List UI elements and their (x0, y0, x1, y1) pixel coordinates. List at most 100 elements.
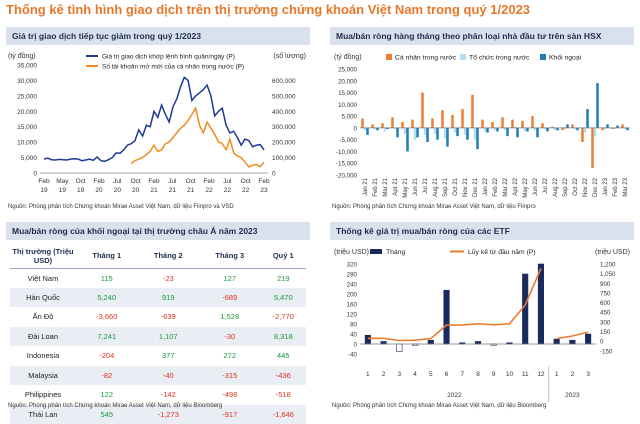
table-cell-market: Hàn Quốc (10, 288, 76, 308)
y-tick-right: 400,000 (272, 109, 296, 116)
bar (566, 124, 569, 128)
y-tick-left: 35,000 (17, 63, 37, 70)
x-tick: Jan 21 (363, 177, 369, 196)
bar (524, 128, 527, 132)
y-tick: -20,000 (336, 173, 358, 180)
bar (401, 122, 404, 128)
table-cell-market: Malaysia (10, 366, 76, 386)
table-cell-value: 445 (261, 346, 307, 366)
table-cell-market: Philippines (10, 385, 76, 405)
x-tick: Apr 22 (513, 177, 519, 195)
bar (606, 124, 609, 128)
x-tick: 3 (398, 371, 402, 378)
x-tick-year: 19 (77, 187, 85, 194)
bar (456, 128, 459, 136)
y-tick-left: 30,000 (17, 78, 37, 85)
table-cell-value: -82 (76, 366, 138, 386)
bar (504, 128, 507, 130)
x-tick-year: 23 (260, 187, 268, 194)
table-header-quarter1: Quý 1 (261, 244, 307, 268)
y-tick-left: 5,000 (21, 155, 38, 162)
table-cell-value: -436 (261, 366, 307, 386)
x-tick: Mar 22 (503, 177, 509, 196)
bar (531, 116, 534, 128)
table-cell-value: -315 (199, 366, 261, 386)
trading-value-source: Nguồn: Phòng phân tích Chứng khoán Mirae… (8, 204, 234, 210)
bar (454, 128, 457, 133)
table-cell-value: -30 (199, 327, 261, 347)
x-tick: 12 (537, 371, 545, 378)
trading-value-chart: (tỷ đồng)(số lượng)05,00010,00015,00020,… (6, 47, 310, 209)
table-cell-market: Đài Loan (10, 327, 76, 347)
x-tick-month: Oct (131, 178, 141, 185)
bar (431, 118, 434, 127)
bar (626, 128, 629, 130)
table-cell-value: 7,241 (76, 327, 138, 347)
y-axis-left-label: (triệu USD) (334, 249, 369, 256)
y-tick-left: 25,000 (17, 93, 37, 100)
bar (496, 128, 499, 132)
x-tick: Sep 22 (563, 177, 569, 197)
bar (554, 128, 557, 130)
table-cell-value: 8,318 (261, 327, 307, 347)
legend-label: Tổ chức trong nước (469, 54, 530, 62)
legend-swatch (460, 54, 466, 60)
table-cell-value: 127 (199, 268, 261, 288)
x-tick: 5 (429, 371, 433, 378)
table-header-month3: Tháng 3 (199, 244, 261, 268)
bar (361, 118, 364, 127)
year-label-2023: 2023 (565, 392, 580, 399)
etf-flows-source: Nguồn: Phòng phân tích Chứng khoán Mirae… (332, 403, 546, 409)
table-cell-value: 5,240 (76, 288, 138, 308)
x-tick: Oct 21 (453, 177, 459, 195)
x-tick-year: 21 (150, 187, 158, 194)
bar (581, 128, 584, 142)
bar (585, 334, 591, 344)
x-tick: Jan 22 (483, 177, 489, 196)
legend-label: Khối ngoại (549, 53, 582, 62)
table-cell-value: 122 (76, 385, 138, 405)
bar (365, 335, 371, 344)
etf-flows-chart: (triệu USD)(triệu USD)320280240200160120… (330, 242, 634, 404)
x-tick-month: Jul (168, 178, 177, 185)
table-cell-value: 5,470 (261, 288, 307, 308)
bar (404, 128, 407, 134)
x-tick: May 21 (403, 177, 409, 197)
table-cell-value: 1,107 (138, 327, 200, 347)
bar (484, 128, 487, 132)
bar (586, 109, 589, 128)
bar (506, 128, 509, 136)
legend-label: Số tài khoản mở mới của cá nhân trong nư… (102, 62, 244, 71)
bar (451, 115, 454, 128)
x-tick: 8 (476, 371, 480, 378)
bar (584, 128, 587, 133)
y-tick-right: 1,200 (600, 262, 616, 269)
y-tick-right: 0 (272, 171, 276, 178)
x-tick-month: May (56, 178, 69, 185)
table-cell-value: 115 (76, 268, 138, 288)
table-cell-value: -3,660 (76, 307, 138, 327)
table-header-market: Thị trường (Triệu USD) (10, 244, 76, 268)
x-tick-year: 20 (95, 187, 103, 194)
y-tick-right: 500,000 (272, 93, 296, 100)
bar (522, 274, 528, 344)
bar (526, 128, 529, 132)
asia-flows-panel-title: Mua/bán ròng của khối ngoại tại thị trườ… (6, 222, 310, 240)
bar (391, 117, 394, 128)
bar (621, 124, 624, 128)
legend-swatch (540, 54, 546, 60)
x-tick-month: Feb (38, 178, 50, 185)
bar (511, 120, 514, 128)
series-line-new-accounts (131, 108, 264, 167)
x-tick: Jul 21 (423, 177, 429, 194)
x-tick: Oct 22 (573, 177, 579, 195)
bar (464, 128, 467, 135)
x-tick-month: Feb (93, 178, 105, 185)
etf-flows-panel: Thống kê giá trị mua/bán ròng của các ET… (330, 222, 634, 404)
bar (434, 128, 437, 134)
bar (476, 128, 479, 149)
x-tick: Sep 21 (443, 177, 449, 197)
x-tick-month: Feb (258, 178, 270, 185)
